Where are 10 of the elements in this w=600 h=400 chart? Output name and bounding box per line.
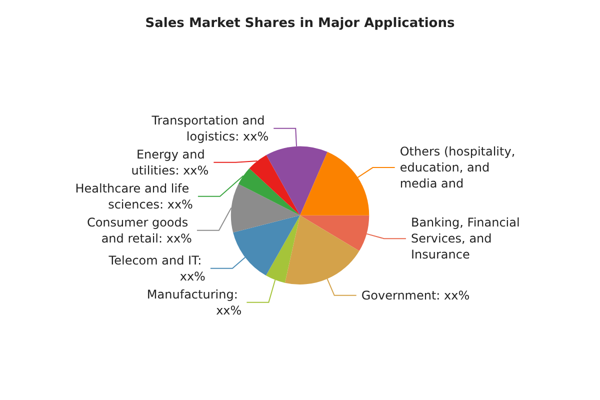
- slice-label: Transportation and logistics: xx%: [150, 113, 269, 144]
- slice-label: Banking, Financial Services, and Insurance: [410, 216, 524, 262]
- chart-title: Sales Market Shares in Major Applications: [145, 16, 455, 31]
- slice-label: Consumer goods and retail: xx%: [86, 215, 192, 246]
- slice-label: Others (hospitality, education, and media and: [400, 144, 519, 191]
- slice-label: Telecom and IT: xx%: [108, 253, 206, 284]
- slice-label: Energy and utilities: xx%: [131, 147, 209, 178]
- slice-label: Healthcare and life sciences: xx%: [75, 181, 193, 212]
- slice-label: Government: xx%: [361, 288, 470, 302]
- slice-label: Manufacturing: xx%: [146, 287, 242, 318]
